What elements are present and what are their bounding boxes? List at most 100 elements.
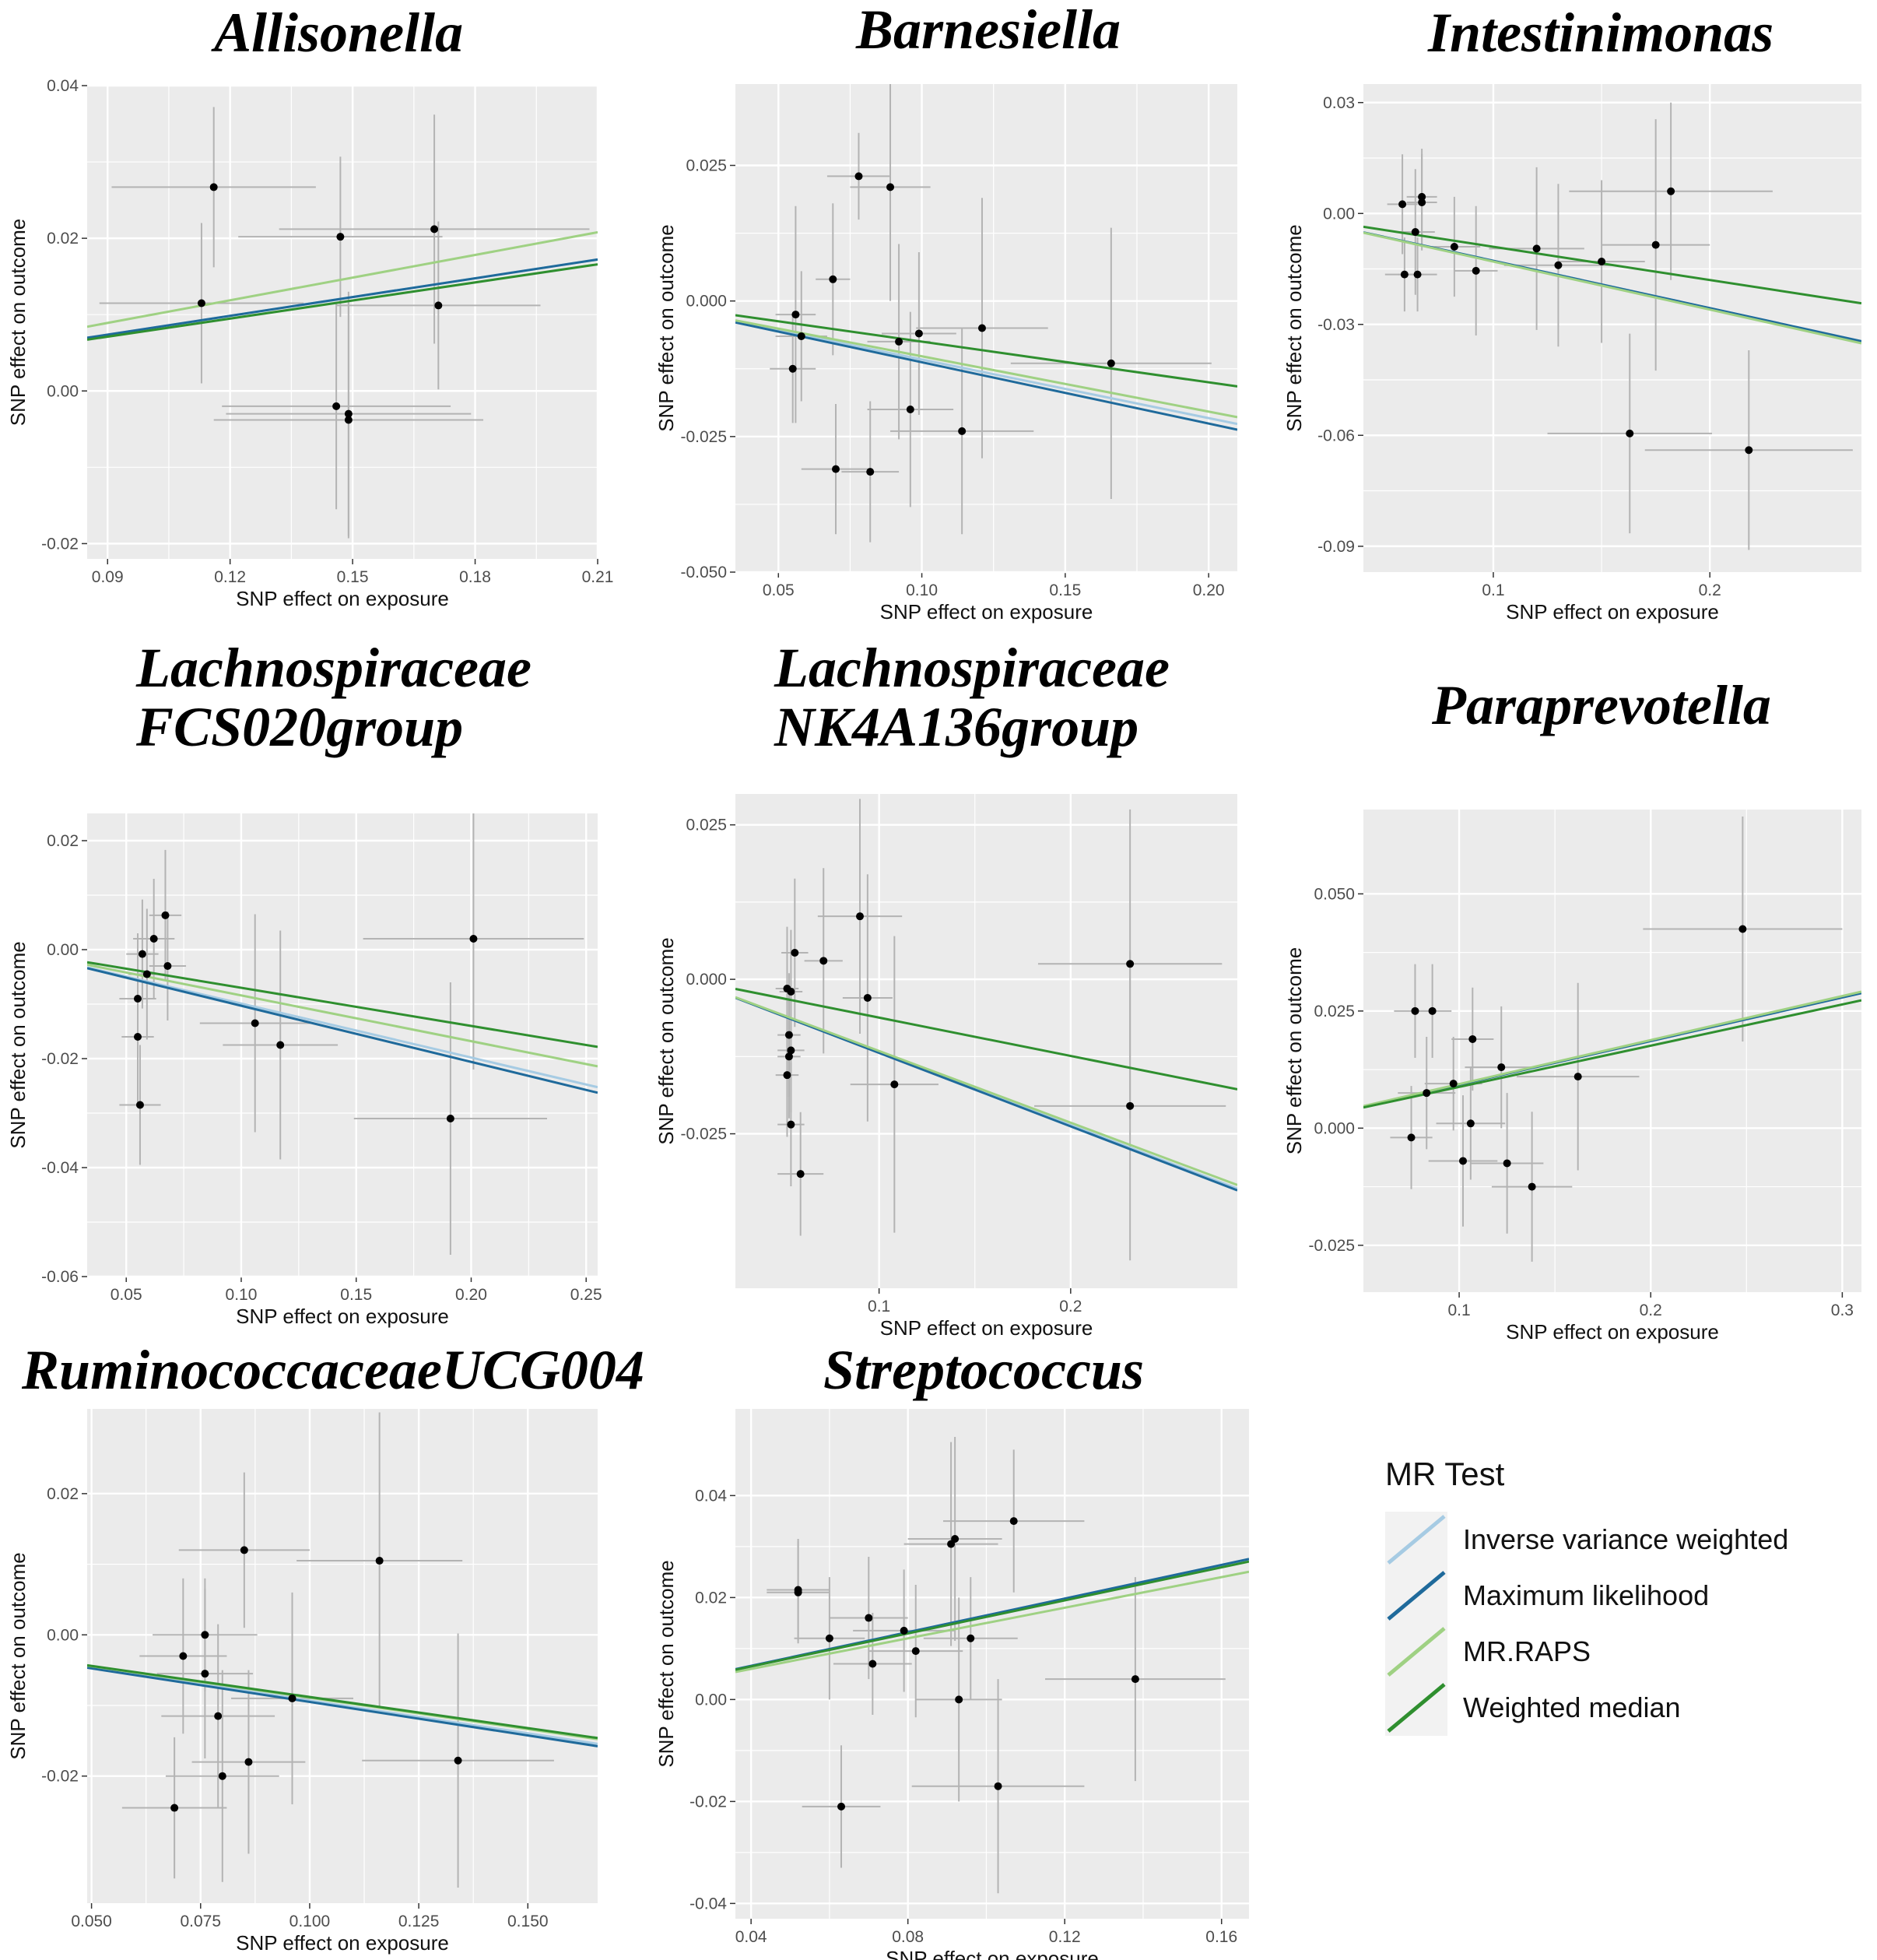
y-tick-label: -0.02 bbox=[689, 1793, 727, 1811]
panel-7: 0.04 0.08 0.12 0.16 -0.04 -0.02 0.00 0.02 0.04 SN… bbox=[654, 1409, 1249, 1960]
x-axis-label: SNP effect on exposure bbox=[1506, 1320, 1719, 1344]
title-barnesiella: Barnesiella bbox=[856, 0, 1121, 61]
data-point bbox=[276, 1041, 285, 1049]
line-raps bbox=[735, 1570, 1249, 1674]
data-point bbox=[251, 1019, 259, 1027]
line-ivw bbox=[87, 966, 598, 1089]
data-point bbox=[1428, 1006, 1437, 1015]
plot-area bbox=[735, 799, 1237, 1261]
data-point bbox=[1466, 1119, 1475, 1128]
line-raps bbox=[735, 319, 1237, 419]
y-tick-label: 0.00 bbox=[47, 1626, 79, 1644]
y-axis-label: SNP effect on outcome bbox=[6, 1552, 30, 1759]
x-tick-label: 0.2 bbox=[1640, 1301, 1662, 1319]
data-point bbox=[161, 911, 170, 919]
data-point bbox=[214, 1712, 223, 1720]
legend-item-ivw: Inverse variance weighted bbox=[1385, 1512, 1821, 1568]
data-point bbox=[430, 225, 439, 234]
data-point bbox=[895, 337, 903, 346]
x-tick-label: 0.15 bbox=[337, 568, 369, 586]
line-ivw bbox=[735, 320, 1237, 426]
panel-5: 0.1 0.2 0.3 -0.025 0.000 0.025 0.050 SNP effect… bbox=[1282, 810, 1861, 1344]
data-point bbox=[1598, 258, 1606, 265]
data-point bbox=[1413, 270, 1422, 279]
data-point bbox=[1626, 429, 1634, 437]
data-point bbox=[1472, 266, 1480, 275]
data-point bbox=[1745, 446, 1753, 455]
data-point bbox=[469, 935, 478, 943]
data-point bbox=[829, 275, 837, 283]
line-wm bbox=[87, 961, 598, 1048]
title-ruminococcaceaeucg004: RuminococcaceaeUCG004 bbox=[22, 1339, 644, 1401]
x-axis-label: SNP effect on exposure bbox=[236, 1931, 449, 1955]
x-tick-label: 0.10 bbox=[226, 1286, 258, 1304]
title-intestinimonas: Intestinimonas bbox=[1428, 2, 1774, 64]
x-tick-label: 0.20 bbox=[1193, 581, 1225, 599]
data-point bbox=[163, 962, 172, 970]
data-point bbox=[1532, 244, 1541, 253]
x-tick-label: 0.18 bbox=[459, 568, 491, 586]
x-tick-label: 0.08 bbox=[892, 1928, 924, 1946]
data-point bbox=[911, 1647, 920, 1656]
data-point bbox=[336, 233, 345, 241]
data-point bbox=[375, 1557, 384, 1565]
data-point bbox=[201, 1670, 209, 1678]
data-point bbox=[134, 1033, 142, 1041]
data-point bbox=[1107, 359, 1115, 367]
legend-key-raps bbox=[1385, 1624, 1447, 1680]
x-tick-label: 0.12 bbox=[214, 568, 246, 586]
data-point bbox=[783, 1071, 791, 1080]
line-raps bbox=[87, 230, 598, 328]
y-tick-label: 0.025 bbox=[686, 817, 727, 834]
line-ml bbox=[735, 321, 1237, 431]
data-point bbox=[434, 301, 443, 310]
y-tick-label: 0.00 bbox=[1323, 205, 1355, 223]
data-point bbox=[454, 1756, 462, 1765]
panel-2: 0.1 0.2 -0.09 -0.06 -0.03 0.00 0.03 SNP effect … bbox=[1282, 84, 1861, 623]
title-lachnospiraceae-nk4a136group: Lachnospiraceae NK4A136group bbox=[774, 637, 1170, 758]
title-streptococcus: Streptococcus bbox=[823, 1339, 1144, 1401]
panel-4: 0.1 0.2 -0.025 0.000 0.025 SNP effect on expo… bbox=[654, 794, 1237, 1340]
y-tick-label: 0.02 bbox=[47, 230, 79, 248]
data-point bbox=[1126, 1101, 1135, 1110]
line-wm bbox=[735, 987, 1237, 1091]
x-tick-label: 0.1 bbox=[1447, 1301, 1470, 1319]
title-allisonella: Allisonella bbox=[214, 2, 464, 64]
x-axis-label: SNP effect on exposure bbox=[886, 1947, 1099, 1960]
data-point bbox=[787, 1120, 795, 1129]
y-axis-label: SNP effect on outcome bbox=[654, 937, 678, 1144]
data-point bbox=[1574, 1073, 1582, 1081]
data-point bbox=[142, 970, 151, 978]
legend-item-wm: Weighted median bbox=[1385, 1680, 1821, 1736]
data-point bbox=[134, 995, 142, 1003]
data-point bbox=[240, 1546, 248, 1554]
plot-area bbox=[735, 84, 1237, 543]
x-tick-label: 0.1 bbox=[1482, 581, 1504, 599]
data-point bbox=[1131, 1675, 1139, 1684]
data-point bbox=[138, 950, 146, 958]
data-point bbox=[135, 1101, 144, 1109]
data-point bbox=[788, 364, 797, 373]
data-point bbox=[856, 912, 865, 921]
line-wm bbox=[1363, 225, 1861, 305]
y-axis-label: SNP effect on outcome bbox=[6, 941, 30, 1148]
legend-label-ivw: Inverse variance weighted bbox=[1463, 1523, 1789, 1555]
x-tick-label: 0.05 bbox=[111, 1286, 142, 1304]
data-point bbox=[1411, 228, 1419, 236]
panel-1: 0.05 0.10 0.15 0.20 -0.050 -0.025 0.000 0.025 SN… bbox=[654, 84, 1237, 623]
title-lachnospiraceae-fcs020group: Lachnospiraceae FCS020group bbox=[136, 637, 532, 758]
data-point bbox=[1407, 1133, 1416, 1142]
data-point bbox=[794, 1588, 802, 1596]
data-point bbox=[218, 1772, 226, 1780]
x-tick-label: 0.2 bbox=[1059, 1298, 1082, 1315]
line-ml bbox=[735, 996, 1237, 1192]
data-point bbox=[1667, 187, 1675, 195]
data-point bbox=[947, 1540, 956, 1548]
data-point bbox=[784, 1052, 793, 1061]
plot-area bbox=[1363, 817, 1861, 1262]
data-point bbox=[906, 406, 914, 413]
data-point bbox=[967, 1634, 975, 1642]
y-axis-label: SNP effect on outcome bbox=[1282, 947, 1306, 1154]
y-tick-label: 0.00 bbox=[47, 382, 79, 400]
data-point bbox=[170, 1804, 179, 1812]
